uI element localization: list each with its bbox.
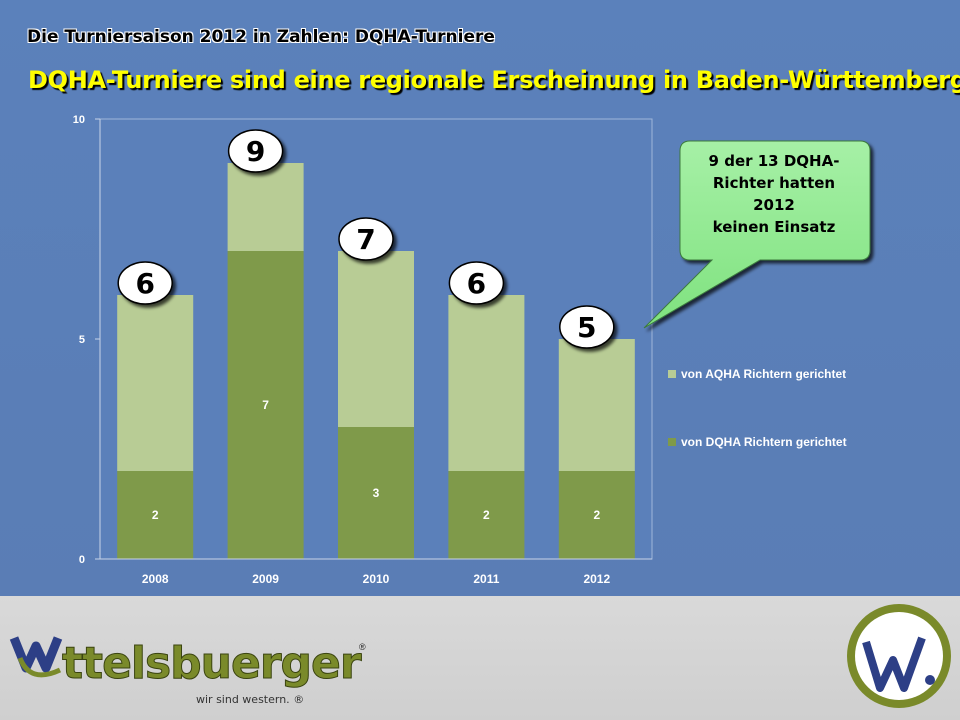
bar-segment [117,471,194,559]
bar-segment [227,163,304,251]
callout-line: Richter hatten [712,174,836,192]
total-bubble [338,217,394,261]
callout-line: keinen Einsatz [712,218,836,236]
bar-segment [117,295,194,471]
bar-segment [338,427,414,559]
bar-segment [448,471,525,559]
total-bubble [117,261,173,305]
callout-line: 2012 [753,196,795,214]
brand-tagline: wir sind western. ® [196,693,304,706]
total-label: 6 [135,267,154,300]
y-tick-label: 10 [73,114,85,126]
brand-logo: ttelsbuerger [9,636,363,690]
bar-data-label: 7 [262,398,269,412]
bar-segment [558,471,635,559]
bar-data-label: 3 [373,486,380,500]
x-tick-label: 2011 [473,572,499,586]
brand-badge [847,604,951,708]
callout-line: 9 der 13 DQHA- [708,152,840,170]
bar-segment [448,295,525,471]
brand-wordmark: ttelsbuerger [62,638,362,689]
bar-data-label: 2 [593,508,600,522]
x-tick-label: 2009 [252,572,279,586]
total-bubble [559,305,615,349]
x-tick-label: 2008 [142,572,169,586]
legend-label: von DQHA Richtern gerichtet [681,435,847,449]
logo-w-accent [17,656,62,678]
callout-bubble [643,140,871,329]
bar-segment [558,339,635,471]
registered-mark: ® [359,642,366,652]
x-tick-label: 2010 [363,572,390,586]
footer: ttelsbuerger ® [0,596,960,720]
total-label: 7 [356,223,375,256]
total-label: 5 [577,311,596,344]
callout-text: 9 der 13 DQHA- Richter hatten 2012 keine… [684,150,864,238]
total-bubble [448,261,505,305]
tagline-text: wir sind western. [196,693,290,706]
total-bubble [227,129,284,173]
total-label: 9 [246,135,265,168]
bar-data-label: 2 [152,508,159,522]
x-tick-label: 2012 [583,572,610,586]
legend-swatch [668,370,676,378]
bar-data-label: 2 [483,508,490,522]
legend-label: von AQHA Richtern gerichtet [681,367,846,381]
total-label: 6 [467,267,486,300]
bar-segment [227,251,304,559]
slide-heading: Die Turniersaison 2012 in Zahlen: DQHA-T… [27,27,495,47]
stacked-bar-chart: 2 7 3 2 2 0 5 10 2008 2009 2010 2011 2012 6 9 7 6 5 von… [73,114,871,586]
tagline-registered-mark: ® [293,693,305,706]
footer-graphics: ttelsbuerger [9,604,951,708]
bar-segment [338,251,414,427]
legend-swatch [668,438,676,446]
slide-title: DQHA-Turniere sind eine regionale Ersche… [28,66,960,94]
y-tick-label: 5 [79,334,85,346]
y-tick-label: 0 [79,554,85,566]
